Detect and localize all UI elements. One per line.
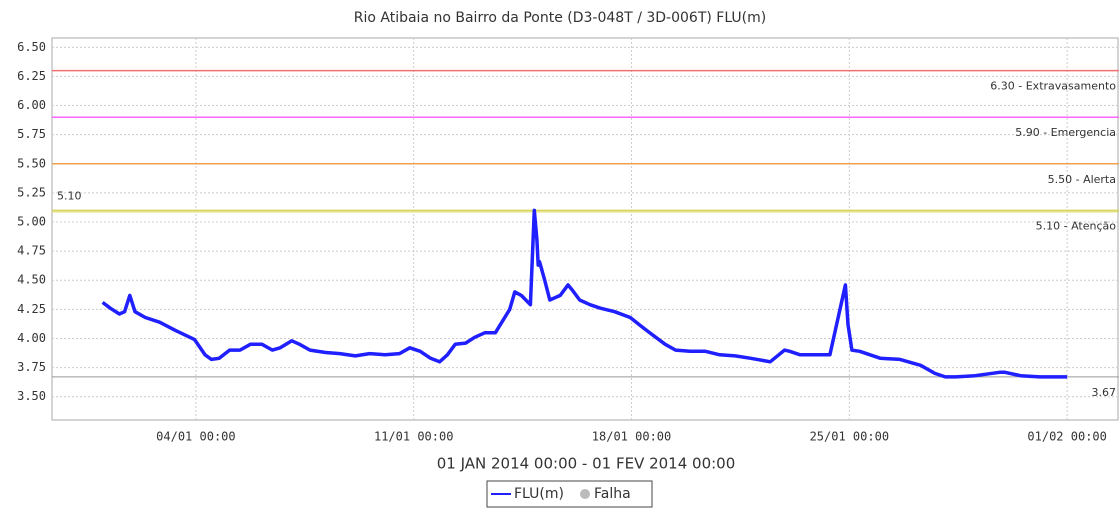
y-tick-label: 5.25 <box>17 185 46 199</box>
y-tick-label: 6.25 <box>17 69 46 83</box>
series-line <box>101 208 1068 379</box>
x-tick-label: 11/01 00:00 <box>374 430 453 444</box>
threshold-label: 6.30 - Extravasamento <box>990 80 1116 93</box>
min-label: 3.67 <box>1092 386 1117 399</box>
y-tick-label: 4.00 <box>17 331 46 345</box>
y-tick-label: 4.25 <box>17 302 46 316</box>
threshold-label: 5.10 - Atenção <box>1036 219 1117 232</box>
x-tick-label: 01/02 00:00 <box>1027 430 1106 444</box>
y-tick-label: 5.00 <box>17 215 46 229</box>
x-axis-label: 01 JAN 2014 00:00 - 01 FEV 2014 00:00 <box>437 455 736 473</box>
y-tick-label: 3.50 <box>17 389 46 403</box>
y-tick-label: 4.75 <box>17 244 46 258</box>
legend-box <box>486 480 653 508</box>
plot-area <box>51 37 1119 421</box>
x-tick-label: 25/01 00:00 <box>810 430 889 444</box>
y-tick-label: 5.75 <box>17 127 46 141</box>
legend-swatch <box>580 489 590 499</box>
y-tick-label: 4.50 <box>17 273 46 287</box>
y-tick-label: 6.50 <box>17 40 46 54</box>
threshold-label: 5.50 - Alerta <box>1048 173 1116 186</box>
y-tick-label: 3.75 <box>17 360 46 374</box>
y-tick-label: 5.50 <box>17 156 46 170</box>
max-label: 5.10 <box>57 189 82 202</box>
x-tick-label: 18/01 00:00 <box>592 430 671 444</box>
threshold-label: 5.90 - Emergencia <box>1015 126 1116 139</box>
legend-label: FLU(m) <box>514 486 564 502</box>
chart-title: Rio Atibaia no Bairro da Ponte (D3-048T … <box>354 10 767 26</box>
legend-label: Falha <box>594 486 631 502</box>
y-tick-label: 6.00 <box>17 98 46 112</box>
x-tick-label: 04/01 00:00 <box>156 430 235 444</box>
